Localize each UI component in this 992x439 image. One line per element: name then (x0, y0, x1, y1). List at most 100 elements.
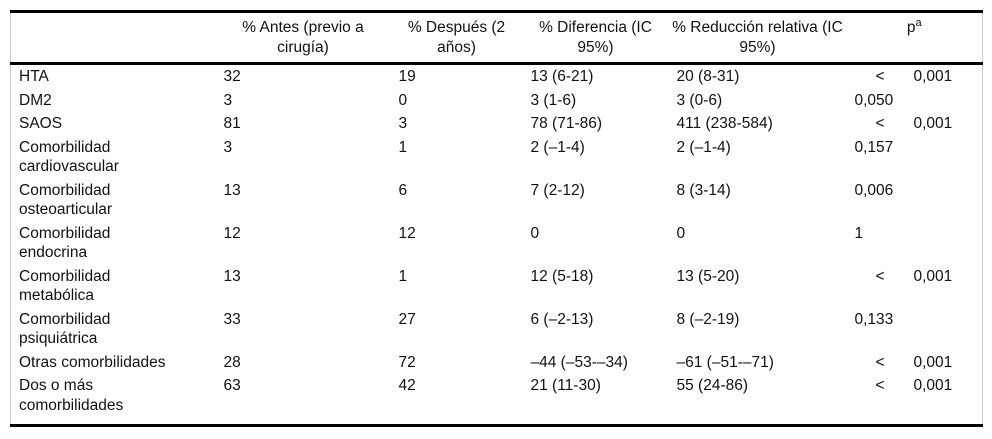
reduccion-value-cell: 55 (24-86) (676, 377, 749, 394)
p-header-label: p (906, 19, 916, 36)
p-number: 0,001 (913, 353, 953, 371)
header-line: 95%) (739, 39, 776, 56)
header-line: cirugía) (277, 39, 329, 56)
row-label-cell: Comorbilidad osteoarticular (11, 179, 216, 222)
footnote-marker: a (915, 16, 922, 29)
column-header-p: pa (846, 11, 983, 65)
p-number: 0,001 (913, 377, 953, 394)
despues-value-cell: 1 (398, 138, 408, 156)
reduccion-value-cell: 13 (5-20) (676, 267, 740, 285)
row-label: Comorbilidad osteoarticular (19, 181, 113, 219)
antes-value-cell: 81 (223, 115, 241, 132)
table-row: Comorbilidad psiquiátrica 33 27 6 (–2-13… (11, 308, 983, 351)
despues-value-cell: 12 (398, 224, 416, 242)
p-number: 0,133 (854, 310, 894, 328)
comorbidity-stats-table: % Antes (previo a cirugía) % Después (2 … (10, 10, 983, 427)
despues-value-cell: 19 (398, 68, 416, 85)
row-label-cell: Comorbilidad cardiovascular (11, 136, 216, 179)
row-label-cell: SAOS (11, 112, 216, 136)
row-label: Otras comorbilidades (19, 353, 166, 371)
table-row: HTA 32 19 13 (6-21) 20 (8-31) <0,001 (11, 64, 983, 89)
reduccion-value-cell: 2 (–1-4) (676, 138, 731, 156)
table-row: Otras comorbilidades 28 72 –44 (–53-–34)… (11, 351, 983, 375)
less-than-sign: < (875, 267, 885, 285)
row-label: Dos o más comorbilidades (19, 377, 124, 414)
despues-value-cell: 72 (398, 353, 416, 371)
antes-value-cell: 63 (223, 377, 241, 394)
p-value-cell: 0,050 (847, 89, 983, 113)
despues-value-cell: 0 (398, 91, 408, 109)
reduccion-value-cell: 411 (238-584) (676, 115, 773, 132)
diferencia-value-cell: 13 (6-21) (530, 68, 594, 85)
antes-value-cell: 13 (223, 267, 241, 285)
p-value-cell: 0,133 (847, 308, 983, 351)
p-number: 0,006 (854, 181, 894, 199)
row-label-cell: Comorbilidad metabólica (11, 265, 216, 308)
less-than-sign: < (875, 115, 885, 132)
row-label: SAOS (19, 115, 63, 132)
header-row: % Antes (previo a cirugía) % Después (2 … (10, 11, 983, 65)
table-row: Comorbilidad osteoarticular 13 6 7 (2-12… (11, 179, 983, 222)
diferencia-value-cell: 21 (11-30) (530, 377, 601, 394)
row-label: Comorbilidad endocrina (19, 224, 111, 262)
table-row: Comorbilidad metabólica 13 1 12 (5-18) 1… (11, 265, 983, 308)
reduccion-value-cell: 3 (0-6) (676, 91, 723, 109)
row-label-cell: HTA (11, 64, 216, 89)
reduccion-value-cell: –61 (–51-–71) (676, 353, 774, 371)
column-header-despues: % Después (2 años) (390, 11, 523, 65)
row-label-cell: DM2 (11, 89, 216, 113)
despues-value-cell: 6 (398, 181, 408, 199)
header-line: % Antes (previo a (242, 19, 364, 36)
header-line: % Reducción relativa (IC (672, 19, 843, 36)
header-line: % Diferencia (IC (539, 19, 652, 36)
row-label-cell: Otras comorbilidades (11, 351, 216, 375)
reduccion-value-cell: 0 (676, 224, 686, 242)
p-number: 0,001 (913, 115, 953, 132)
reduccion-value-cell: 20 (8-31) (676, 68, 740, 85)
row-label-cell: Dos o más comorbilidades (11, 374, 216, 426)
p-number: 0,001 (913, 68, 953, 85)
p-value-cell: 0,157 (847, 136, 983, 179)
less-than-sign: < (875, 377, 885, 394)
column-header-diferencia: % Diferencia (IC 95%) (522, 11, 669, 65)
column-header-reduccion: % Reducción relativa (IC 95%) (668, 11, 847, 65)
column-header-antes: % Antes (previo a cirugía) (215, 11, 391, 65)
p-value-cell: 1 (847, 222, 983, 265)
less-than-sign: < (875, 353, 885, 371)
diferencia-value-cell: 2 (–1-4) (530, 138, 585, 156)
p-number: 0,050 (854, 91, 894, 109)
antes-value-cell: 12 (223, 224, 241, 242)
p-value-cell: <0,001 (847, 265, 983, 308)
antes-value-cell: 33 (223, 310, 241, 328)
table-row: Dos o más comorbilidades 63 42 21 (11-30… (11, 374, 983, 426)
p-value-cell: <0,001 (847, 351, 983, 375)
header-line: % Después (2 (407, 19, 506, 36)
diferencia-value-cell: 3 (1-6) (530, 91, 577, 109)
row-label: DM2 (19, 91, 52, 109)
antes-value-cell: 3 (223, 91, 233, 109)
row-label-cell: Comorbilidad endocrina (11, 222, 216, 265)
despues-value-cell: 3 (398, 115, 408, 132)
diferencia-value-cell: 6 (–2-13) (530, 310, 594, 328)
table-row: DM2 3 0 3 (1-6) 3 (0-6) 0,050 (11, 89, 983, 113)
table-row: SAOS 81 3 78 (71-86) 411 (238-584) <0,00… (11, 112, 983, 136)
reduccion-value-cell: 8 (–2-19) (676, 310, 740, 328)
antes-value-cell: 32 (223, 68, 241, 85)
p-number: 0,157 (854, 138, 894, 156)
row-label: Comorbilidad metabólica (19, 267, 111, 305)
empty-header-cell (10, 11, 216, 65)
p-value-cell: <0,001 (847, 64, 983, 89)
header-line: años) (437, 39, 476, 56)
p-value-cell: 0,006 (847, 179, 983, 222)
despues-value-cell: 1 (398, 267, 408, 285)
row-label: HTA (19, 68, 49, 85)
diferencia-value-cell: 7 (2-12) (530, 181, 585, 199)
table-row: Comorbilidad cardiovascular 3 1 2 (–1-4)… (11, 136, 983, 179)
row-label: Comorbilidad psiquiátrica (19, 310, 111, 348)
p-value-cell: <0,001 (847, 112, 983, 136)
reduccion-value-cell: 8 (3-14) (676, 181, 731, 199)
comorbidity-table-container: % Antes (previo a cirugía) % Después (2 … (10, 10, 983, 427)
antes-value-cell: 13 (223, 181, 241, 199)
p-value-cell: <0,001 (847, 374, 983, 426)
